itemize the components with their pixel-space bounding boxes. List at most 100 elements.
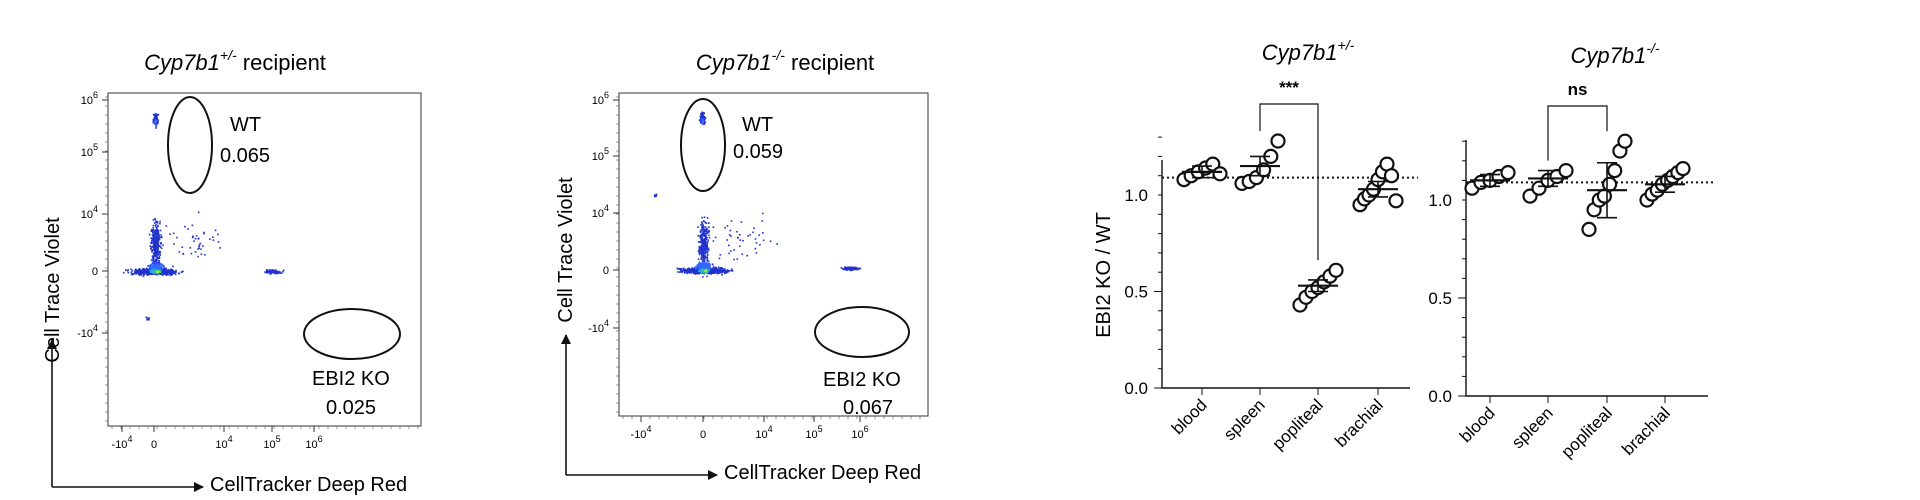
flow-panel-1-event: [152, 246, 154, 248]
flow-panel-2-event: [709, 267, 711, 269]
flow-panel-1-event: [159, 246, 162, 248]
flow-panel-2-event: [720, 271, 723, 274]
flow-panel-1-event: [173, 272, 176, 275]
flow-panel-2-event: [685, 269, 687, 271]
ratio-plot-2-significance-label: ns: [1568, 80, 1588, 99]
flow-panel-2-event: [702, 269, 705, 272]
flow-panel-2-event: [704, 240, 707, 242]
flow-panel-2-event: [726, 271, 728, 274]
flow-panel-2-event: [703, 260, 706, 262]
flow-panel-1-event: [184, 225, 186, 228]
flow-panel-1-event: [155, 238, 157, 240]
flow-panel-1-event: [154, 243, 156, 245]
flow-panel-1-event: [158, 265, 160, 267]
flow-panel-2-event: [758, 234, 760, 236]
flow-panel-1-event: [149, 245, 152, 247]
flow-panel-1-ko-gate-label: EBI2 KO: [312, 368, 390, 390]
flow-panel-2-event: [704, 241, 706, 243]
flow-panel-2-event: [724, 227, 726, 229]
flow-panel-2-event: [731, 270, 734, 272]
flow-panel-1-event: [134, 269, 137, 272]
flow-panel-1-event: [160, 273, 162, 275]
flow-panel-1-event: [178, 251, 181, 253]
flow-panel-1-event: [153, 238, 155, 241]
flow-panel-1-event: [153, 270, 155, 273]
flow-panel-2-event: [701, 253, 703, 255]
flow-panel-2-event: [694, 266, 696, 269]
flow-panel-1-event: [168, 272, 171, 275]
flow-panel-2-event: [704, 243, 706, 245]
flow-panel-1-event: [156, 263, 159, 266]
flow-panel-1-event: [155, 242, 157, 245]
flow-panel-1-event: [152, 244, 155, 246]
flow-panel-2-event: [721, 267, 724, 269]
flow-panel-2-event: [703, 226, 705, 228]
flow-panel-1-event: [158, 256, 161, 258]
flow-panel-1-event: [189, 247, 192, 249]
flow-panel-2-event: [706, 267, 709, 269]
ratio-plot-2-point-popliteal: [1607, 163, 1623, 179]
flow-panel-2-event: [716, 272, 719, 275]
flow-panel-1-event: [269, 273, 272, 275]
flow-panel-1-event: [142, 267, 145, 270]
flow-panel-2-event: [728, 270, 731, 272]
flow-panel-2-event: [697, 235, 700, 237]
flow-panel-1-event: [156, 240, 158, 242]
flow-panel-2-event: [702, 112, 705, 114]
flow-panel-2-event: [733, 249, 735, 251]
flow-panel-2-event: [704, 264, 707, 266]
ratio-plot-1-xtick-label-brachial: brachial: [1331, 395, 1387, 451]
flow-panel-2-xtick-label: 104: [755, 424, 772, 441]
flow-panel-1-event: [152, 229, 155, 231]
flow-panel-1-event: [272, 270, 275, 272]
flow-panel-1-event: [198, 245, 200, 248]
flow-panel-2-event: [698, 263, 700, 265]
flow-panel-2-event: [681, 269, 684, 272]
flow-panel-1-event: [151, 251, 153, 253]
flow-panel-1-event: [152, 268, 155, 270]
flow-panel-2-event: [701, 256, 704, 258]
flow-panel-1-event: [142, 271, 145, 273]
flow-panel-2-event: [703, 238, 705, 241]
flow-panel-2-event: [708, 265, 711, 267]
flow-panel-1-event: [146, 318, 148, 321]
flow-panel-2-event: [702, 241, 704, 244]
ratio-plot-2-xtick-label-brachial: brachial: [1618, 403, 1674, 459]
flow-panel-2-event: [714, 270, 717, 273]
flow-panel-1-xtick-label: -104: [112, 434, 133, 451]
flow-panel-2-event: [703, 270, 705, 273]
flow-panel-1-event: [154, 231, 156, 234]
flow-panel-1-event: [160, 269, 162, 271]
flow-panel-2-event: [843, 266, 846, 268]
flow-panel-1-event: [169, 233, 171, 235]
flow-panel-1-event: [154, 225, 157, 227]
flow-panel-2-event: [706, 248, 709, 251]
flow-panel-1-event: [161, 271, 164, 273]
flow-panel-1-event: [151, 266, 154, 269]
flow-panel-1-event: [155, 263, 157, 266]
flow-panel-1-event: [126, 269, 129, 272]
flow-panel-1-event: [157, 225, 159, 228]
flow-panel-1-xtick-label: 104: [215, 434, 232, 451]
flow-panel-2-event: [701, 118, 703, 121]
flow-panel-1-event: [157, 229, 160, 232]
flow-panel-2-event: [705, 238, 708, 240]
flow-panel-2-event: [699, 269, 701, 271]
flow-panel-1-event: [199, 242, 202, 245]
flow-panel-1-event: [152, 231, 154, 233]
flow-panel-1-event: [157, 237, 160, 240]
flow-panel-2-event: [698, 248, 700, 250]
ratio-plot-2-ytick-label: 1.0: [1428, 191, 1452, 210]
flow-panel-1-event: [168, 269, 171, 272]
flow-panel-1-event: [153, 261, 156, 263]
flow-panel-2-event: [699, 236, 701, 239]
ratio-plot-1-xtick-label-spleen: spleen: [1220, 395, 1269, 444]
flow-panel-2-event: [702, 220, 705, 222]
flow-panel-2-event: [706, 232, 709, 235]
flow-panel-2-event: [727, 271, 729, 273]
flow-panel-2-event: [703, 216, 706, 218]
flow-panel-2-event: [703, 259, 706, 261]
flow-panel-1-event: [154, 270, 157, 273]
flow-panel-1-event: [147, 269, 150, 271]
